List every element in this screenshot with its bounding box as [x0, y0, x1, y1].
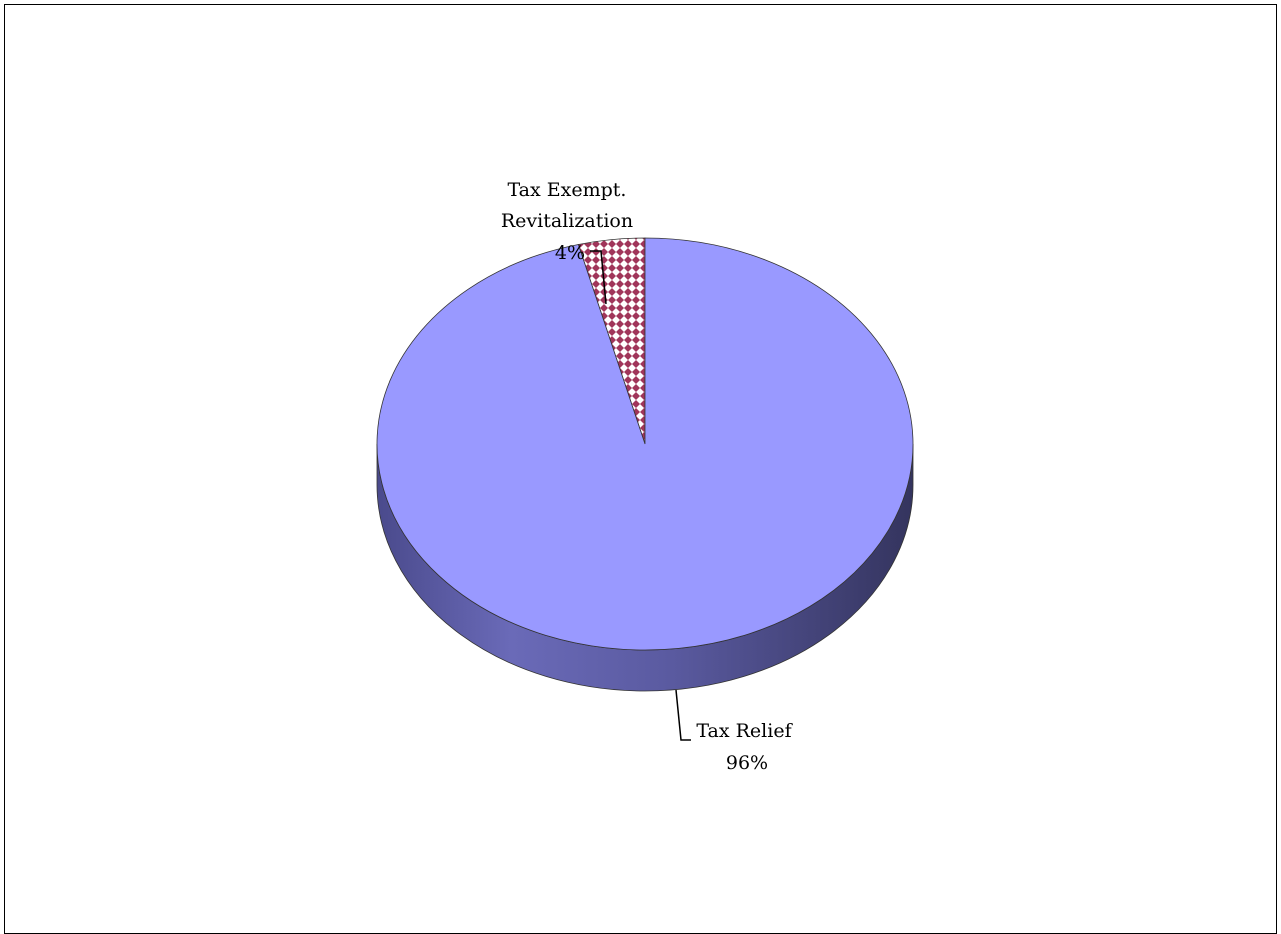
slice-label-tax-relief-line1: Tax Relief — [696, 720, 793, 742]
leader-lines — [590, 250, 691, 741]
leader-line-revitalization — [590, 250, 607, 305]
slice-label-revitalization-line2: Revitalization — [501, 210, 633, 232]
slice-label-revitalization-line1: Tax Exempt. — [507, 179, 626, 201]
slice-percent-revitalization: 4% — [555, 242, 585, 264]
slice-percent-tax-relief: 96% — [726, 752, 768, 774]
leader-line-tax-relief — [675, 689, 691, 741]
pie-top — [376, 237, 914, 651]
slice-label-revitalization: Tax Exempt. Revitalization 4% — [501, 179, 639, 264]
slice-tax-relief — [376, 237, 914, 651]
slice-label-tax-relief: Tax Relief 96% — [696, 720, 797, 774]
